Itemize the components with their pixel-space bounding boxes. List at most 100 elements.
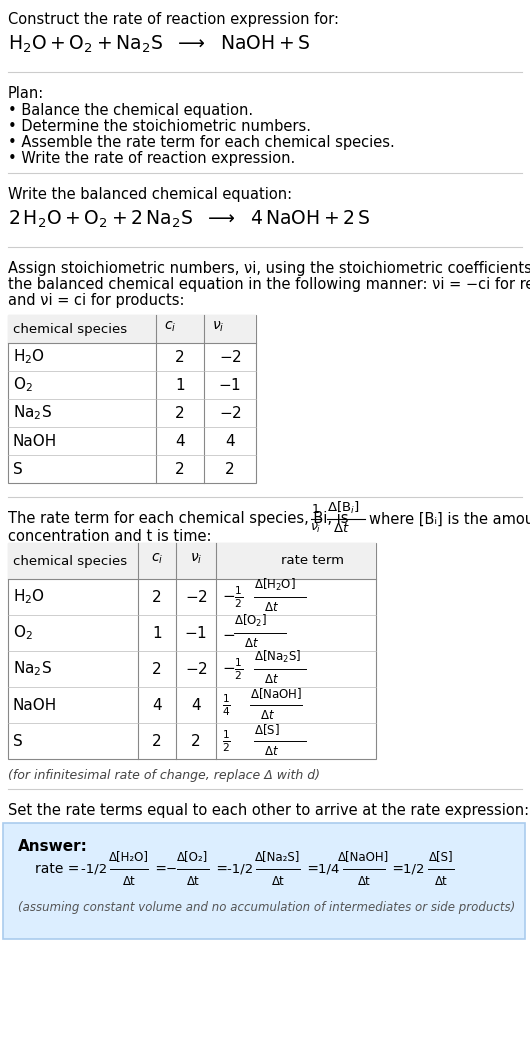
Text: -1/2: -1/2 [227,863,258,875]
Bar [8,543,376,759]
Text: 1/4: 1/4 [318,863,343,875]
Text: $\Delta$[H$_2$O]: $\Delta$[H$_2$O] [254,577,296,593]
Text: =: = [151,862,171,876]
Text: • Determine the stoichiometric numbers.: • Determine the stoichiometric numbers. [8,119,311,134]
Text: $\Delta t$: $\Delta t$ [260,709,275,722]
Text: (for infinitesimal rate of change, replace Δ with d): (for infinitesimal rate of change, repla… [8,769,320,782]
Text: 2: 2 [152,734,162,748]
Text: =: = [212,862,232,876]
Text: 1: 1 [175,377,185,393]
Bar [8,315,256,343]
Text: $\frac{1}{2}$: $\frac{1}{2}$ [222,728,231,753]
Text: $\rm O_2$: $\rm O_2$ [13,376,33,394]
Text: $-2$: $-2$ [218,349,242,365]
Text: $\rm Na_2S$: $\rm Na_2S$ [13,660,52,678]
Text: Δt: Δt [358,875,370,888]
Text: 2: 2 [175,349,185,365]
Text: 2: 2 [152,662,162,676]
Text: where [Bᵢ] is the amount: where [Bᵢ] is the amount [369,512,530,526]
Text: $-\frac{1}{2}$: $-\frac{1}{2}$ [222,585,244,610]
Bar [8,315,256,483]
Text: • Balance the chemical equation.: • Balance the chemical equation. [8,103,253,118]
Text: 2: 2 [175,405,185,421]
Text: $\rm H_2O$: $\rm H_2O$ [13,588,45,606]
Text: Δt: Δt [122,875,135,888]
Text: Δ[S]: Δ[S] [429,850,453,863]
Text: 4: 4 [175,433,185,448]
Text: Δ[H₂O]: Δ[H₂O] [109,850,149,863]
Text: $-1$: $-1$ [218,377,242,393]
Text: $\Delta$[Na$_2$S]: $\Delta$[Na$_2$S] [254,649,302,665]
Text: $\nu_i$: $\nu_i$ [310,522,322,536]
Text: $-\frac{1}{2}$: $-\frac{1}{2}$ [222,656,244,681]
Text: concentration and t is time:: concentration and t is time: [8,529,211,544]
Text: −: − [166,863,177,875]
Text: =: = [303,862,323,876]
Text: rate =: rate = [35,862,84,876]
Text: Δt: Δt [435,875,447,888]
Text: $-1$: $-1$ [184,625,208,641]
Text: $\Delta$[NaOH]: $\Delta$[NaOH] [250,686,302,701]
Text: $\Delta t$: $\Delta t$ [333,522,350,535]
Text: 2: 2 [225,462,235,476]
Text: $-2$: $-2$ [218,405,242,421]
Text: 2: 2 [175,462,185,476]
Text: $\Delta$[S]: $\Delta$[S] [254,722,280,737]
Text: 2: 2 [191,734,201,748]
Text: $\Delta t$: $\Delta t$ [264,601,279,614]
Text: -1/2: -1/2 [81,863,111,875]
Text: Plan:: Plan: [8,86,44,101]
Text: • Write the rate of reaction expression.: • Write the rate of reaction expression. [8,151,295,166]
Text: $c_i$: $c_i$ [164,320,176,334]
Text: 4: 4 [152,697,162,713]
Text: chemical species: chemical species [13,323,127,336]
Text: 4: 4 [225,433,235,448]
Text: =: = [388,862,409,876]
Text: and νi = ci for products:: and νi = ci for products: [8,293,184,308]
Text: 2: 2 [152,590,162,604]
Text: chemical species: chemical species [13,554,127,568]
Text: the balanced chemical equation in the following manner: νi = −ci for reactants: the balanced chemical equation in the fo… [8,277,530,292]
Text: 4: 4 [191,697,201,713]
Text: Δ[O₂]: Δ[O₂] [178,850,209,863]
Text: $\rm Na_2S$: $\rm Na_2S$ [13,403,52,422]
Text: Set the rate terms equal to each other to arrive at the rate expression:: Set the rate terms equal to each other t… [8,803,529,818]
Text: (assuming constant volume and no accumulation of intermediates or side products): (assuming constant volume and no accumul… [18,901,515,914]
Text: The rate term for each chemical species, Bi, is: The rate term for each chemical species,… [8,511,349,526]
Text: $\rm H_2O + O_2 + Na_2S$  $\longrightarrow$  $\rm NaOH + S$: $\rm H_2O + O_2 + Na_2S$ $\longrightarro… [8,34,311,55]
Text: $\rm H_2O$: $\rm H_2O$ [13,348,45,367]
Text: Δt: Δt [187,875,199,888]
Text: Answer:: Answer: [18,839,88,854]
Text: rate term: rate term [281,554,344,568]
Text: $\nu_i$: $\nu_i$ [212,320,224,334]
Text: Δ[NaOH]: Δ[NaOH] [338,850,390,863]
Text: $\Delta$[B$_i$]: $\Delta$[B$_i$] [327,500,359,516]
Bar [8,543,376,579]
Text: 1: 1 [152,625,162,641]
Text: NaOH: NaOH [13,433,57,448]
Text: S: S [13,462,23,476]
Text: $\Delta t$: $\Delta t$ [264,745,279,758]
Text: $\Delta t$: $\Delta t$ [244,637,259,650]
Text: NaOH: NaOH [13,697,57,713]
Text: Assign stoichiometric numbers, νi, using the stoichiometric coefficients, ci, fr: Assign stoichiometric numbers, νi, using… [8,260,530,276]
Text: 1/2: 1/2 [403,863,429,875]
Text: $\rm 2\,H_2O + O_2 + 2\,Na_2S$  $\longrightarrow$  $\rm 4\,NaOH + 2\,S$: $\rm 2\,H_2O + O_2 + 2\,Na_2S$ $\longrig… [8,209,370,230]
Text: $\nu_i$: $\nu_i$ [190,552,202,566]
Text: S: S [13,734,23,748]
Text: $\rm O_2$: $\rm O_2$ [13,624,33,642]
Text: Construct the rate of reaction expression for:: Construct the rate of reaction expressio… [8,13,339,27]
FancyBboxPatch shape [3,823,525,939]
Text: • Assemble the rate term for each chemical species.: • Assemble the rate term for each chemic… [8,135,395,150]
Text: $\Delta t$: $\Delta t$ [264,673,279,686]
Text: $\frac{1}{4}$: $\frac{1}{4}$ [222,692,231,718]
Text: Δt: Δt [271,875,285,888]
Text: $-2$: $-2$ [184,589,207,605]
Text: 1: 1 [312,503,320,516]
Text: $\Delta$[O$_2$]: $\Delta$[O$_2$] [234,613,267,629]
Text: $-$: $-$ [222,625,235,641]
Text: $c_i$: $c_i$ [151,552,163,566]
Text: Write the balanced chemical equation:: Write the balanced chemical equation: [8,187,292,202]
Text: $-2$: $-2$ [184,661,207,677]
Text: Δ[Na₂S]: Δ[Na₂S] [255,850,301,863]
